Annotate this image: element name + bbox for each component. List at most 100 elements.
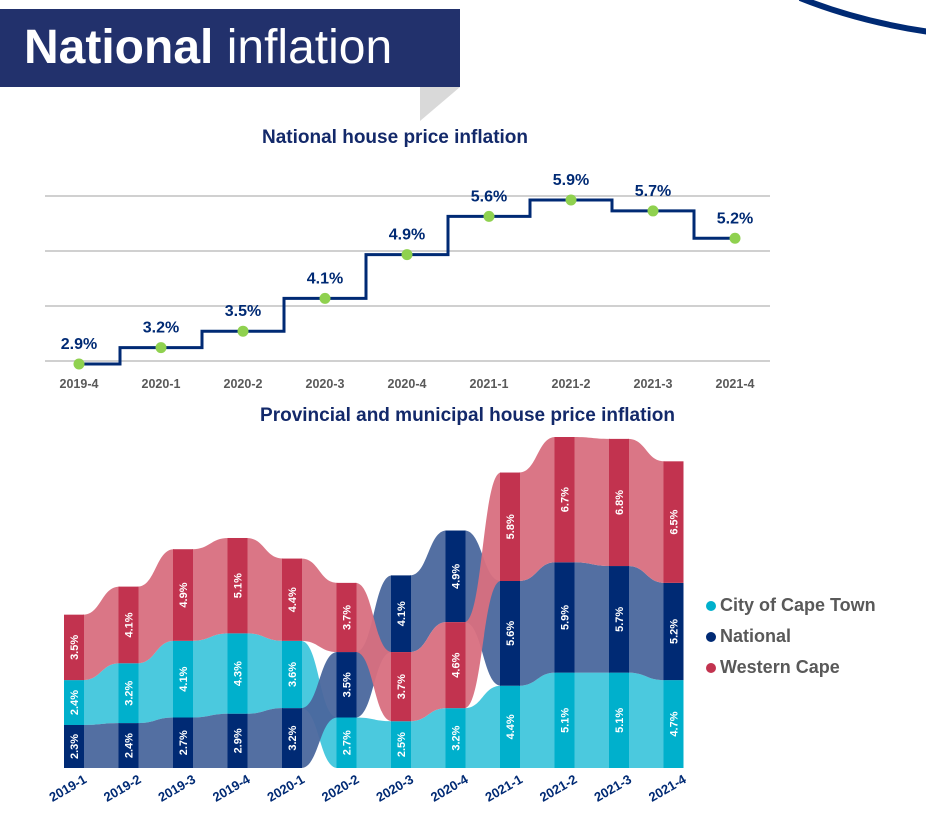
ribbon-western_cape-2020-1: [301, 558, 338, 653]
ribbon-cape_town-2020-4: [464, 685, 501, 768]
bar-label-national-2019-3: 2.7%: [178, 730, 190, 755]
legend-dot-cape-town: [706, 600, 716, 611]
bar-label-western_cape-2019-3: 4.9%: [178, 582, 190, 607]
ribbon-cape_town-2019-4: [246, 633, 283, 714]
bar-label-cape_town-2019-1: 2.4%: [69, 690, 81, 715]
x-tick-2019-4: 2019-4: [60, 377, 99, 391]
bar-western_cape-2021-3: [609, 438, 629, 567]
bar-national-2020-1: [282, 708, 302, 768]
x-tick-2021-3: 2021-3: [634, 377, 673, 391]
bar-national-2021-2: [554, 562, 575, 673]
banner-fold-decoration: [420, 87, 460, 121]
bar-label-cape_town-2021-3: 5.1%: [614, 708, 626, 733]
bar-label-cape_town-2019-2: 3.2%: [124, 680, 136, 705]
bar-cape_town-2019-4: [227, 633, 248, 714]
ribbon-western_cape-2021-1: [519, 437, 556, 581]
section-title: National inflation: [24, 22, 392, 74]
x-tick-2021-4: 2021-4: [646, 771, 689, 805]
ribbon-national-2021-3: [628, 566, 665, 681]
data-point-2019-4: [73, 358, 85, 370]
x-tick-2019-4: 2019-4: [210, 771, 253, 805]
bar-western_cape-2020-3: [391, 652, 411, 722]
ribbon-western_cape-2019-1: [83, 586, 120, 681]
data-point-2020-3: [319, 292, 331, 304]
bar-label-national-2019-4: 2.9%: [233, 728, 245, 753]
ribbon-national-2019-1: [83, 723, 120, 768]
bar-label-national-2021-3: 5.7%: [614, 607, 626, 632]
x-tick-2020-4: 2020-4: [428, 771, 471, 805]
data-label-2020-4: 4.9%: [389, 227, 425, 244]
bar-national-2021-1: [500, 581, 520, 686]
bar-cape_town-2021-1: [500, 685, 520, 768]
data-point-2020-1: [155, 342, 167, 354]
bar-label-national-2021-1: 5.6%: [505, 621, 517, 646]
x-tick-2020-1: 2020-1: [142, 377, 181, 391]
bar-label-western_cape-2021-2: 6.7%: [560, 487, 572, 512]
bar-label-cape_town-2021-4: 4.7%: [669, 711, 681, 736]
bar-label-cape_town-2020-3: 2.5%: [396, 732, 408, 757]
bar-western_cape-2021-2: [554, 437, 575, 563]
data-label-2021-2: 5.9%: [553, 172, 589, 189]
x-tick-2019-1: 2019-1: [46, 771, 89, 804]
legend-dot-western-cape: [706, 662, 716, 673]
data-label-2020-3: 4.1%: [307, 270, 343, 287]
data-label-2021-3: 5.7%: [635, 183, 671, 200]
bar-cape_town-2020-2: [336, 717, 357, 768]
x-tick-2021-2: 2021-2: [537, 771, 580, 804]
ribbon-western_cape-2020-2: [355, 582, 392, 722]
bar-label-western_cape-2021-3: 6.8%: [614, 490, 626, 515]
x-tick-2020-4: 2020-4: [388, 377, 427, 391]
ribbon-western_cape-2021-2: [573, 437, 610, 567]
bar-cape_town-2020-1: [282, 640, 302, 709]
ribbon-cape_town-2019-1: [83, 663, 120, 725]
bar-national-2020-4: [445, 530, 466, 623]
provincial-chart-title: Provincial and municipal house price inf…: [260, 405, 675, 426]
legend-item-cape-town: City of Cape Town: [706, 590, 876, 621]
bar-cape_town-2019-2: [118, 663, 139, 724]
bar-cape_town-2021-2: [554, 672, 575, 768]
bar-label-western_cape-2021-1: 5.8%: [505, 514, 517, 539]
data-point-2021-3: [647, 205, 659, 217]
legend-label-western-cape: Western Cape: [720, 657, 840, 677]
legend-label-national: National: [720, 626, 792, 646]
ribbon-flows: [83, 437, 665, 768]
bar-label-national-2020-2: 3.5%: [342, 672, 354, 697]
chart-legend: City of Cape Town National Western Cape: [706, 590, 876, 683]
ribbon-bars: 2.4% 2.3% 3.5% 3.2% 2.4% 4.1% 4.1% 2.7% 4.9% 4.3%…: [64, 437, 684, 768]
bar-national-2020-3: [391, 575, 411, 653]
section-title-rest: inflation: [226, 21, 393, 74]
bar-label-national-2020-3: 4.1%: [396, 601, 408, 626]
ribbon-western_cape-2019-2: [137, 549, 174, 664]
bar-label-cape_town-2020-2: 2.7%: [342, 730, 354, 755]
ribbon-cape_town-2021-3: [628, 672, 665, 768]
ribbon-cape_town-2019-2: [137, 640, 174, 724]
section-title-bold: National: [24, 21, 214, 74]
bar-national-2021-3: [609, 566, 629, 673]
ribbon-national-2020-3: [410, 530, 447, 653]
bar-label-western_cape-2020-1: 4.4%: [287, 587, 299, 612]
bar-cape_town-2021-4: [663, 680, 684, 768]
bar-label-western_cape-2021-4: 6.5%: [669, 509, 681, 534]
ribbon-national-2021-2: [573, 562, 610, 673]
bar-western_cape-2021-4: [663, 461, 684, 583]
ribbon-cape_town-2021-2: [573, 672, 610, 768]
ribbon-national-2021-1: [519, 562, 556, 686]
bar-label-western_cape-2020-2: 3.7%: [342, 605, 354, 630]
x-tick-2019-3: 2019-3: [155, 771, 198, 804]
bar-national-2021-4: [663, 582, 684, 681]
section-banner: National inflation: [0, 9, 460, 87]
data-point-2020-4: [401, 249, 413, 261]
bar-label-national-2019-2: 2.4%: [124, 733, 136, 758]
bar-label-cape_town-2021-1: 4.4%: [505, 714, 517, 739]
national-chart-title: National house price inflation: [261, 127, 529, 148]
bar-label-western_cape-2020-3: 3.7%: [396, 674, 408, 699]
ribbon-national-2019-3: [192, 713, 229, 768]
ribbon-cape_town-2020-2: [355, 717, 392, 768]
bar-western_cape-2020-2: [336, 582, 357, 653]
legend-item-western-cape: Western Cape: [706, 652, 876, 683]
data-label-2021-4: 5.2%: [717, 210, 753, 227]
ribbon-western_cape-2020-4: [464, 472, 501, 709]
bar-western_cape-2020-1: [282, 558, 302, 641]
data-label-2020-1: 3.2%: [143, 320, 179, 337]
bar-national-2019-3: [173, 717, 193, 768]
